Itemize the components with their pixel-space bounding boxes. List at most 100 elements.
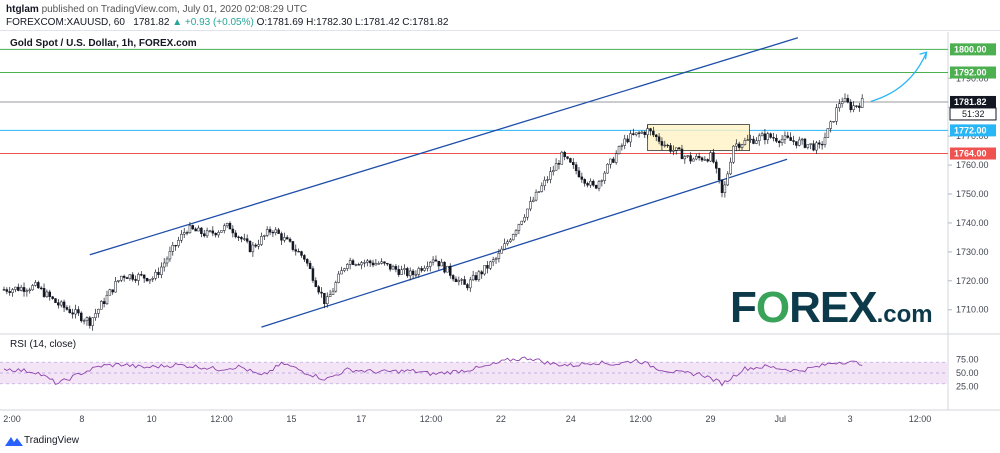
candle-body (657, 136, 661, 142)
rsi-tick-label: 50.00 (956, 368, 979, 378)
candle-body (265, 229, 269, 236)
candle-body (148, 278, 152, 282)
candle-body (486, 265, 489, 269)
publisher-name[interactable]: htglam (6, 4, 39, 15)
candle-body (45, 291, 49, 297)
candle-body (772, 137, 775, 139)
candle-body (57, 302, 60, 306)
candle-body (368, 260, 372, 264)
candle-body (554, 163, 558, 171)
candle-body (403, 268, 406, 270)
candle-body (360, 262, 363, 266)
candle-body (354, 264, 358, 266)
publish-line: htglam published on TradingView.com, Jul… (6, 4, 307, 15)
level-badge (950, 95, 996, 108)
candle-body (245, 238, 249, 242)
candle-body (85, 317, 89, 321)
candle-body (323, 292, 326, 305)
x-tick-label: 24 (566, 414, 576, 424)
candle-body (391, 266, 395, 270)
header-bar: htglam published on TradingView.com, Jul… (0, 0, 1000, 31)
candle-body (589, 180, 592, 186)
candle-body (366, 260, 369, 263)
candle-body (534, 191, 538, 201)
candle-body (197, 227, 200, 232)
candle-body (374, 263, 378, 266)
symbol-line: FOREXCOM:XAUUSD, 60 1781.82 ▲ +0.93 (+0.… (6, 17, 448, 28)
candle-body (162, 262, 166, 268)
candle-body (471, 275, 475, 281)
candle-body (523, 216, 526, 222)
level-badge (950, 43, 996, 56)
candle-body (477, 271, 481, 281)
candle-body (320, 291, 323, 294)
candle-body (454, 278, 458, 283)
candle-body (789, 137, 792, 141)
candle-body (574, 164, 578, 172)
candle-body (271, 231, 275, 234)
level-badge (950, 66, 996, 79)
candles (2, 93, 864, 331)
candle-body (840, 101, 844, 104)
candle-body (597, 181, 601, 189)
candle-body (128, 274, 132, 279)
candle-body (594, 184, 598, 189)
y-tick-label: 1740.00 (956, 218, 989, 228)
candle-body (243, 238, 246, 240)
candle-body (237, 236, 240, 238)
candle-body (142, 274, 146, 279)
candle-body (531, 199, 535, 202)
candle-body (683, 156, 687, 160)
candle-body (42, 288, 46, 297)
candle-body (171, 245, 175, 252)
candle-body (408, 270, 412, 277)
price-chart[interactable]: 1710.001720.001730.001740.001750.001760.… (0, 0, 1000, 430)
candle-body (634, 132, 638, 135)
candle-body (68, 309, 72, 314)
candle-body (560, 151, 564, 165)
candle-body (569, 158, 572, 163)
logo-suffix: .com (876, 301, 933, 328)
candle-body (760, 133, 764, 137)
candle-body (540, 185, 544, 192)
candle-body (97, 308, 100, 314)
candle-body (660, 141, 664, 146)
tradingview-brand[interactable]: TradingView (24, 435, 80, 446)
candle-body (489, 261, 492, 269)
candle-body (114, 281, 117, 293)
candle-body (763, 133, 767, 141)
candle-body (214, 232, 217, 236)
candle-body (451, 275, 455, 280)
candle-body (520, 220, 524, 225)
candle-body (526, 208, 529, 218)
candle-body (695, 155, 698, 160)
candle-body (769, 133, 772, 138)
candle-body (740, 144, 744, 148)
candle-body (795, 141, 798, 146)
candle-body (74, 309, 77, 315)
candle-body (669, 145, 672, 152)
candle-body (723, 184, 727, 193)
candle-body (297, 251, 300, 253)
candle-body (446, 265, 449, 273)
candle-body (858, 105, 861, 108)
candle-body (766, 133, 770, 141)
candle-body (752, 138, 755, 144)
publish-info: published on TradingView.com, July 01, 2… (41, 4, 308, 15)
candle-body (431, 259, 435, 263)
candle-body (2, 289, 6, 291)
candle-body (105, 294, 109, 304)
candle-body (563, 151, 566, 158)
x-tick-label: 12:00 (629, 414, 652, 424)
candle-body (217, 232, 220, 236)
candle-body (208, 230, 212, 232)
y-tick-label: 1760.00 (956, 160, 989, 170)
candle-body (529, 201, 532, 210)
candle-body (843, 98, 847, 103)
candle-body (506, 241, 509, 244)
candle-body (134, 279, 137, 281)
candle-body (5, 289, 9, 292)
candle-body (331, 290, 335, 295)
candle-body (82, 320, 86, 322)
candle-body (31, 285, 34, 291)
